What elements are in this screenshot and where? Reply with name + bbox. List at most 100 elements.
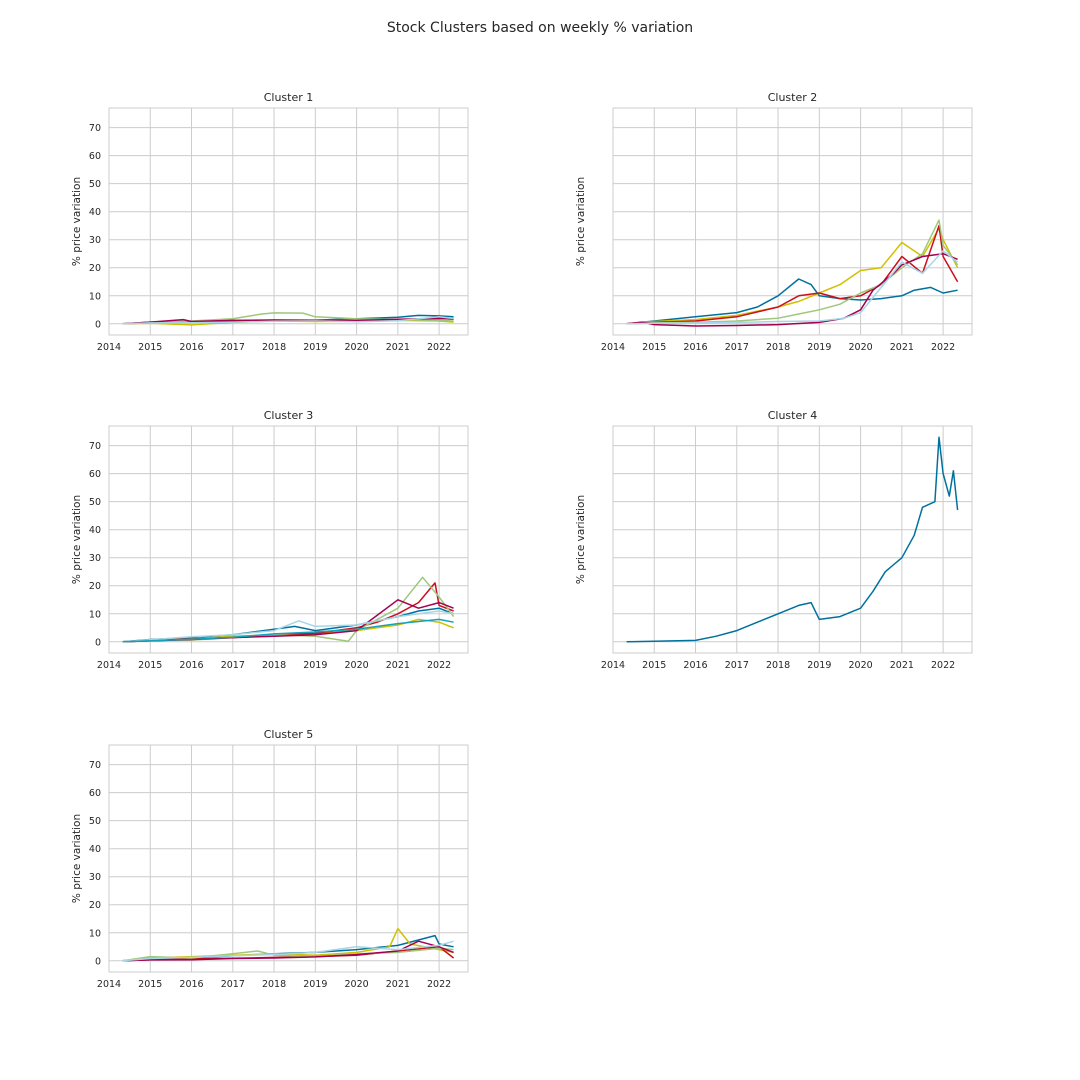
y-tick-label: 10: [89, 928, 101, 939]
x-tick-label: 2020: [344, 660, 368, 671]
subplot-cluster-5: 2014 2015 2016 2017 2018 2019 2020 2021 2022 0 10 2…: [71, 728, 469, 990]
plot-frame: [108, 425, 469, 654]
y-tick-label: 50: [89, 179, 101, 190]
subplot-cluster-3: 2014 2015 2016 2017 2018 2019 2020 2021 2022 0 10 2…: [71, 409, 469, 671]
series-line-4: [626, 219, 959, 325]
x-tick-label: 2022: [427, 342, 451, 353]
series-line-6: [122, 610, 454, 643]
plot-frame: [108, 107, 469, 336]
y-tick-label: 0: [95, 319, 101, 330]
y-tick-label: 60: [89, 469, 101, 480]
subplot-title: Cluster 4: [768, 409, 818, 422]
y-tick-label: 60: [89, 788, 101, 799]
x-tick-label: 2021: [386, 979, 410, 990]
x-tick-label: 2022: [931, 660, 955, 671]
x-tick-label: 2021: [386, 660, 410, 671]
y-axis-label: % price variation: [71, 177, 83, 266]
x-tick-label: 2015: [642, 660, 666, 671]
subplot-cluster-1: 2014 2015 2016 2017 2018 2019 2020 2021 2022 0 10 2…: [71, 91, 469, 353]
y-axis-label: % price variation: [71, 495, 83, 584]
y-tick-label: 40: [89, 844, 101, 855]
subplot-title: Cluster 3: [264, 409, 314, 422]
y-tick-label: 0: [95, 956, 101, 967]
x-tick-label: 2015: [642, 342, 666, 353]
x-tick-label: 2020: [344, 342, 368, 353]
series-line-6: [626, 250, 959, 325]
x-tick-label: 2015: [138, 660, 162, 671]
plot-frame: [612, 107, 973, 336]
y-tick-label: 70: [89, 123, 101, 134]
y-tick-label: 20: [89, 900, 101, 911]
x-tick-label: 2017: [221, 660, 245, 671]
subplot-cluster-4: 2014 2015 2016 2017 2018 2019 2020 2021 2022 Clus…: [575, 409, 973, 671]
x-tick-label: 2019: [807, 660, 831, 671]
y-axis-label: % price variation: [71, 814, 83, 903]
x-tick-label: 2021: [890, 660, 914, 671]
series-line-5: [122, 940, 454, 962]
y-axis-label: % price variation: [575, 495, 587, 584]
y-tick-label: 20: [89, 263, 101, 274]
figure-title: Stock Clusters based on weekly % variati…: [386, 20, 694, 36]
subplot-title: Cluster 5: [264, 728, 314, 741]
y-tick-label: 50: [89, 497, 101, 508]
x-tick-label: 2016: [179, 660, 203, 671]
series-line-7: [122, 618, 454, 643]
y-tick-label: 10: [89, 291, 101, 302]
series-line-2: [626, 227, 959, 325]
x-tick-label: 2020: [848, 660, 872, 671]
series-line-1: [626, 278, 958, 325]
y-tick-label: 20: [89, 581, 101, 592]
series-line-6: [122, 316, 454, 325]
y-tick-label: 30: [89, 235, 101, 246]
x-tick-label: 2021: [890, 342, 914, 353]
x-tick-label: 2022: [427, 660, 451, 671]
x-tick-label: 2019: [807, 342, 831, 353]
x-tick-label: 2017: [221, 979, 245, 990]
x-tick-label: 2015: [138, 979, 162, 990]
x-tick-label: 2022: [427, 979, 451, 990]
plot-frame: [612, 425, 973, 654]
subplot-title: Cluster 2: [768, 91, 818, 104]
y-tick-label: 10: [89, 609, 101, 620]
x-tick-label: 2014: [97, 660, 121, 671]
x-tick-label: 2018: [262, 660, 286, 671]
plot-frame: [108, 744, 469, 973]
subplot-cluster-2: 2014 2015 2016 2017 2018 2019 2020 2021 2022 Clus…: [575, 91, 973, 353]
x-tick-label: 2016: [179, 342, 203, 353]
x-tick-label: 2018: [262, 342, 286, 353]
x-tick-label: 2019: [303, 660, 327, 671]
y-tick-label: 50: [89, 816, 101, 827]
series-line-6: [122, 940, 454, 962]
x-tick-label: 2021: [386, 342, 410, 353]
x-tick-label: 2017: [221, 342, 245, 353]
x-tick-label: 2019: [303, 979, 327, 990]
x-tick-label: 2020: [848, 342, 872, 353]
x-tick-label: 2016: [179, 979, 203, 990]
x-tick-label: 2018: [766, 660, 790, 671]
y-tick-label: 40: [89, 207, 101, 218]
y-tick-label: 30: [89, 872, 101, 883]
series-line-1: [626, 436, 959, 643]
x-tick-label: 2017: [725, 660, 749, 671]
x-tick-label: 2016: [683, 342, 707, 353]
series-line-3: [626, 224, 959, 325]
subplot-title: Cluster 1: [264, 91, 314, 104]
x-tick-label: 2014: [601, 660, 625, 671]
y-axis-label: % price variation: [575, 177, 587, 266]
y-tick-label: 0: [95, 637, 101, 648]
y-tick-label: 70: [89, 760, 101, 771]
x-tick-label: 2020: [344, 979, 368, 990]
series-line-4: [122, 576, 455, 643]
x-tick-label: 2015: [138, 342, 162, 353]
x-tick-label: 2017: [725, 342, 749, 353]
x-tick-label: 2014: [601, 342, 625, 353]
y-tick-label: 40: [89, 525, 101, 536]
x-tick-label: 2014: [97, 979, 121, 990]
x-tick-label: 2019: [303, 342, 327, 353]
x-tick-label: 2016: [683, 660, 707, 671]
y-tick-label: 30: [89, 553, 101, 564]
x-tick-label: 2014: [97, 342, 121, 353]
y-tick-label: 60: [89, 151, 101, 162]
x-tick-label: 2018: [766, 342, 790, 353]
